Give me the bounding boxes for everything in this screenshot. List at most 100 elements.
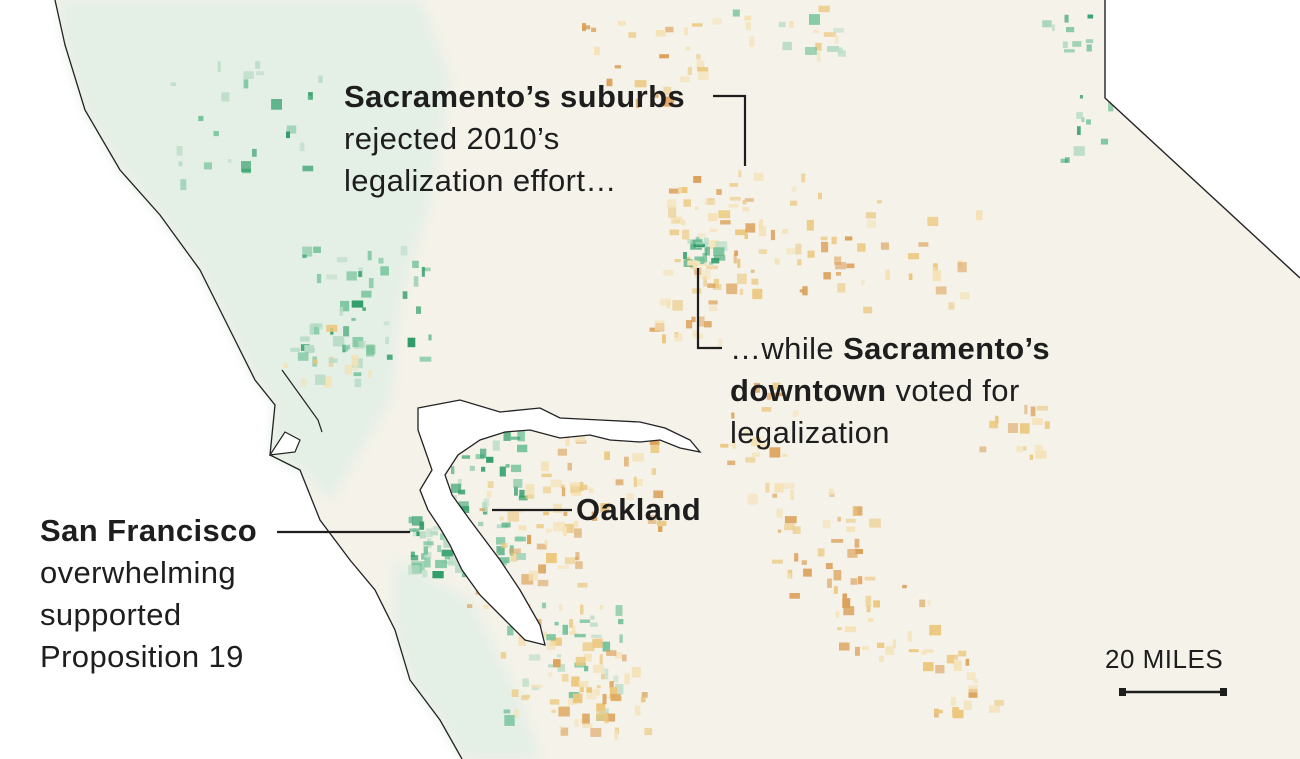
precinct-patch bbox=[995, 415, 999, 424]
precinct-patch bbox=[745, 223, 756, 233]
precinct-patch bbox=[1073, 146, 1085, 156]
precinct-patch bbox=[568, 699, 578, 706]
precinct-patch bbox=[799, 289, 805, 293]
precinct-patch bbox=[885, 646, 895, 655]
precinct-patch bbox=[782, 453, 788, 457]
precinct-patch bbox=[408, 565, 420, 575]
precinct-patch bbox=[713, 247, 725, 256]
precinct-patch bbox=[837, 627, 842, 631]
precinct-patch bbox=[558, 707, 570, 717]
precinct-patch bbox=[407, 337, 416, 348]
precinct-patch bbox=[927, 600, 931, 606]
precinct-patch bbox=[221, 92, 230, 102]
state-border-line bbox=[1104, 0, 1300, 279]
precinct-patch bbox=[318, 75, 323, 83]
precinct-patch bbox=[626, 493, 634, 501]
precinct-patch bbox=[1065, 157, 1070, 163]
precinct-patch bbox=[953, 660, 962, 671]
precinct-patch bbox=[803, 568, 812, 577]
precinct-patch bbox=[411, 516, 423, 526]
precinct-patch bbox=[386, 354, 393, 360]
precinct-patch bbox=[737, 258, 741, 268]
precinct-patch bbox=[704, 237, 709, 246]
precinct-patch bbox=[989, 420, 999, 429]
precinct-patch bbox=[600, 503, 610, 513]
precinct-patch bbox=[584, 665, 589, 672]
precinct-patch bbox=[797, 259, 802, 266]
precinct-patch bbox=[691, 23, 703, 27]
precinct-patch bbox=[527, 534, 532, 545]
precinct-patch bbox=[563, 511, 568, 516]
precinct-patch bbox=[178, 161, 183, 167]
precinct-patch bbox=[575, 552, 580, 560]
precinct-patch bbox=[687, 239, 693, 244]
precinct-patch bbox=[605, 695, 610, 699]
precinct-patch bbox=[575, 561, 583, 569]
sacramento-downtown-annotation: …while Sacramento’s downtown voted for l… bbox=[730, 328, 1050, 454]
precinct-patch bbox=[542, 486, 551, 494]
precinct-patch bbox=[836, 611, 840, 618]
precinct-patch bbox=[952, 707, 960, 717]
precinct-patch bbox=[734, 250, 738, 256]
precinct-patch bbox=[255, 61, 261, 69]
precinct-patch bbox=[1086, 119, 1091, 125]
precinct-patch bbox=[609, 681, 614, 689]
precinct-patch bbox=[772, 392, 784, 397]
precinct-patch bbox=[853, 506, 863, 516]
precinct-patch bbox=[787, 573, 792, 578]
precinct-patch bbox=[739, 288, 744, 295]
sacramento-downtown-line3: legalization bbox=[730, 415, 890, 450]
precinct-patch bbox=[541, 602, 547, 609]
precinct-patch bbox=[669, 229, 680, 236]
precinct-patch bbox=[575, 656, 586, 666]
precinct-patch bbox=[707, 283, 716, 288]
precinct-patch bbox=[1066, 27, 1075, 33]
precinct-patch bbox=[706, 265, 718, 270]
precinct-patch bbox=[1035, 450, 1047, 459]
precinct-patch bbox=[681, 219, 686, 226]
precinct-patch bbox=[310, 323, 323, 327]
precinct-patch bbox=[932, 270, 941, 282]
precinct-patch bbox=[300, 336, 310, 342]
precinct-patch bbox=[467, 604, 473, 608]
precinct-patch bbox=[351, 317, 356, 321]
precinct-patch bbox=[624, 456, 629, 467]
precinct-patch bbox=[880, 242, 889, 250]
precinct-patch bbox=[836, 272, 842, 276]
precinct-patch bbox=[553, 659, 561, 668]
precinct-patch bbox=[508, 548, 521, 554]
precinct-patch bbox=[817, 548, 825, 557]
precinct-patch bbox=[794, 553, 799, 562]
precinct-patch bbox=[774, 258, 780, 265]
precinct-patch bbox=[1064, 14, 1069, 23]
precinct-patch bbox=[426, 528, 433, 538]
precinct-patch bbox=[606, 650, 617, 656]
precinct-patch bbox=[828, 488, 834, 495]
precinct-patch bbox=[820, 236, 828, 241]
precinct-patch bbox=[707, 213, 718, 222]
precinct-patch bbox=[400, 246, 408, 256]
precinct-patch bbox=[806, 219, 814, 231]
precinct-patch bbox=[749, 36, 755, 48]
precinct-patch bbox=[873, 600, 880, 608]
precinct-patch bbox=[409, 528, 420, 532]
precinct-patch bbox=[786, 248, 795, 255]
precinct-patch bbox=[698, 316, 705, 327]
precinct-patch bbox=[586, 689, 597, 700]
precinct-patch bbox=[528, 570, 539, 581]
precinct-patch bbox=[313, 246, 321, 253]
san-francisco-annotation: San Francisco overwhelming supported Pro… bbox=[40, 510, 257, 678]
precinct-patch bbox=[668, 188, 680, 194]
precinct-patch bbox=[588, 487, 594, 494]
precinct-patch bbox=[963, 700, 972, 711]
precinct-patch bbox=[772, 382, 781, 390]
precinct-patch bbox=[777, 529, 782, 533]
precinct-patch bbox=[510, 436, 521, 440]
precinct-patch bbox=[518, 525, 527, 531]
leader-lines bbox=[277, 94, 747, 534]
precinct-patch bbox=[709, 305, 718, 312]
precinct-patch bbox=[521, 694, 531, 698]
precinct-patch bbox=[907, 631, 912, 642]
precinct-patch bbox=[618, 619, 624, 625]
